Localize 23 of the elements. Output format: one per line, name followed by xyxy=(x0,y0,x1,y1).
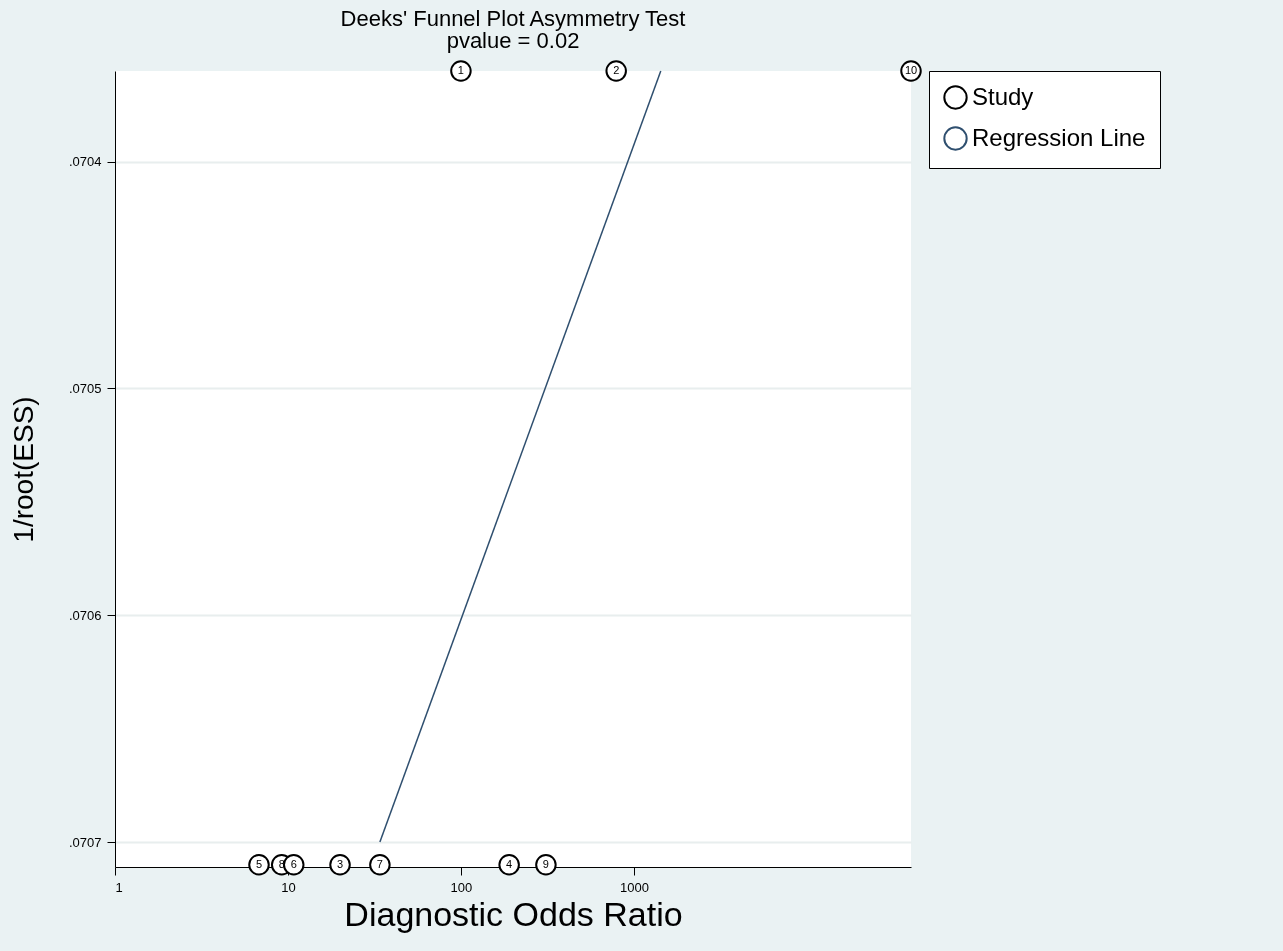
annotation: 8 xyxy=(278,857,285,870)
x-tick-label: 1 xyxy=(115,879,123,895)
annotation: 3 xyxy=(336,857,344,870)
legend-label: Study xyxy=(972,82,1034,110)
annotation: 10 xyxy=(904,64,918,76)
y-tick-label: .0705 xyxy=(68,380,102,396)
y-tick-label: .0704 xyxy=(68,154,102,170)
y-tick-label: .0706 xyxy=(68,607,102,623)
annotation: 4 xyxy=(506,857,513,870)
x-tick-label: 100 xyxy=(450,879,473,895)
annotation: 1 xyxy=(457,64,464,76)
x-tick-label: 1000 xyxy=(619,879,649,895)
y-axis-title: 1/root(ESS) xyxy=(7,396,39,543)
annotation: 5 xyxy=(255,857,263,870)
chart-title: Deeks' Funnel Plot Asymmetry Test xyxy=(340,6,686,32)
annotation: 9 xyxy=(542,857,549,870)
x-axis-title: Diagnostic Odds Ratio xyxy=(344,894,683,933)
annotation: 6 xyxy=(290,857,297,870)
x-tick-label: 10 xyxy=(281,879,296,895)
annotation: 2 xyxy=(613,64,620,76)
annotation: 7 xyxy=(376,857,383,870)
y-tick-label: .0707 xyxy=(68,834,102,850)
legend-label: Regression Line xyxy=(972,123,1146,151)
